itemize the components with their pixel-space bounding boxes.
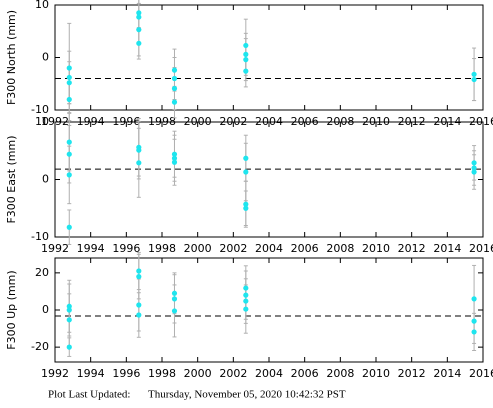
y-tick-label: -20 [31,340,49,353]
data-point [171,155,178,161]
data-point [136,40,142,46]
x-tick-label: 2000 [184,242,212,255]
y-tick-label: 0 [42,303,49,316]
data-point [171,296,178,302]
data-point [171,308,178,314]
data-point [243,285,249,291]
data-point [243,155,249,161]
x-tick-label: 2012 [398,242,426,255]
plot-frame [54,257,484,363]
data-point [66,172,72,178]
data-point [136,10,142,16]
x-tick-label: 2014 [433,367,461,380]
data-point [66,80,72,86]
plot-frame [54,121,484,238]
data-point [136,14,142,20]
x-tick-label: 2010 [362,242,390,255]
x-tick-label: 2002 [219,242,247,255]
data-point [66,224,72,230]
data-point [66,74,72,81]
data-point [243,57,249,63]
data-point [136,27,142,33]
data-point [243,51,249,57]
y-tick-label: -10 [31,103,49,116]
x-tick-label: 2010 [362,367,390,380]
x-tick-label: 1994 [77,367,105,380]
x-tick-label: 1998 [148,367,176,380]
data-point [243,306,249,312]
data-point [136,302,142,308]
data-point [136,268,142,274]
data-point [66,317,72,323]
x-tick-label: 1998 [148,242,176,255]
data-point [243,42,249,49]
data-point [66,139,72,145]
data-point [66,96,72,103]
data-point [471,165,477,171]
data-point [136,147,142,153]
data-point [471,160,477,166]
y-tick-label: 10 [35,115,49,128]
footer-label: Plot Last Updated: [48,389,131,401]
footer-timestamp: Thursday, November 05, 2020 10:42:32 PST [148,389,346,401]
data-point [243,201,249,207]
data-point [243,169,249,175]
x-tick-label: 2002 [219,367,247,380]
data-point [66,151,72,157]
data-point [471,329,477,335]
data-point [171,290,178,296]
x-tick-label: 1992 [41,367,69,380]
x-tick-label: 2004 [255,242,283,255]
data-point [171,75,178,82]
data-point [471,71,477,77]
data-point [471,169,477,175]
x-tick-label: 2008 [326,367,354,380]
data-point [66,344,72,350]
data-point [471,296,477,302]
data-point [171,67,178,73]
x-tick-label: 2006 [291,367,319,380]
data-point [243,298,249,304]
x-tick-label: 2016 [469,242,493,255]
data-point [136,312,142,318]
y-axis-label: F300 Up (mm) [5,270,18,349]
x-tick-label: 2006 [291,242,319,255]
data-point [66,65,72,71]
y-tick-label: 20 [35,266,49,279]
data-point [171,151,178,157]
x-tick-label: 2012 [398,367,426,380]
data-point [171,159,178,165]
data-point [171,85,178,92]
y-tick-label: 0 [42,51,49,64]
y-axis-label: F300 East (mm) [5,135,18,223]
y-tick-label: 0 [42,173,49,186]
data-point [471,318,477,324]
y-tick-label: 10 [35,0,49,11]
x-tick-label: 2008 [326,242,354,255]
y-tick-label: -10 [31,230,49,243]
x-tick-label: 2000 [184,367,212,380]
x-tick-label: 1996 [112,367,140,380]
x-tick-label: 2016 [469,367,493,380]
data-point [171,99,178,105]
x-tick-label: 2004 [255,367,283,380]
x-tick-label: 1994 [77,242,105,255]
x-tick-label: 1996 [112,242,140,255]
plot-frame [54,4,484,111]
data-point [66,303,72,309]
data-point [243,68,249,74]
data-point [136,160,142,166]
x-tick-label: 2014 [433,242,461,255]
data-point [243,292,249,298]
x-tick-label: 1992 [41,242,69,255]
data-point [66,307,72,313]
data-point [243,205,249,211]
data-point [471,76,477,83]
y-axis-label: F300 North (mm) [5,10,18,105]
data-point [136,273,142,280]
